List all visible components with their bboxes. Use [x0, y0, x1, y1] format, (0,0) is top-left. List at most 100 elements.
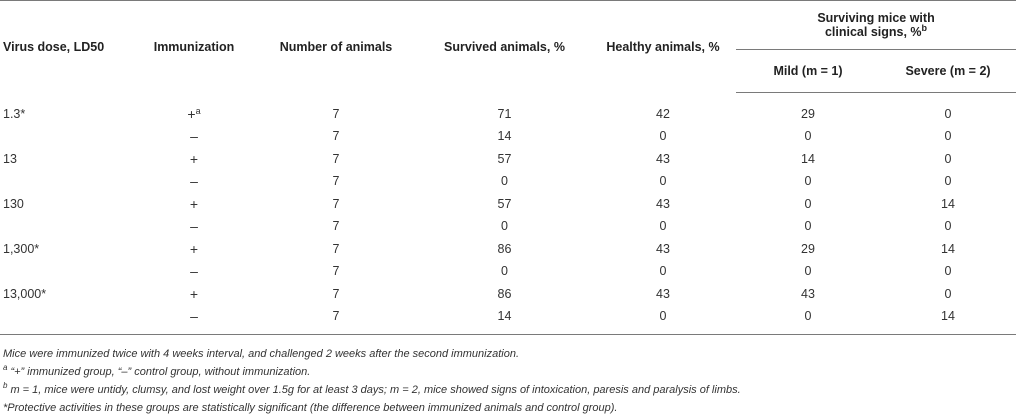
cell-healthy-value: 0	[659, 129, 667, 144]
cell-mild-value: 0	[804, 219, 812, 234]
cell-healthy: 42	[590, 93, 736, 126]
header-virus-dose: Virus dose, LD50	[0, 0, 135, 93]
cell-survived-value: 86	[497, 241, 512, 256]
table-row: – 7 0 0 0 0	[0, 260, 1016, 283]
cell-healthy-value: 0	[659, 219, 667, 234]
cell-immunization-value: +	[189, 150, 199, 167]
cell-survived: 14	[419, 305, 590, 335]
cell-severe: 0	[880, 148, 1016, 171]
cell-number-of-animals: 7	[253, 305, 419, 335]
cell-healthy-value: 43	[656, 286, 670, 301]
footnote-a-text: “+” immunized group, “–” control group, …	[10, 366, 311, 378]
cell-severe: 0	[880, 260, 1016, 283]
cell-virus-dose	[0, 215, 135, 238]
footnote-b-text: m = 1, mice were untidy, clumsy, and los…	[10, 384, 741, 396]
table-row: 13 +7 57 43 14 0	[0, 148, 1016, 171]
cell-survived-value: 57	[497, 196, 512, 211]
cell-number-of-animals: 7	[253, 193, 419, 216]
cell-survived-value: 57	[497, 151, 512, 166]
cell-survived: 86	[419, 283, 590, 306]
cell-severe-value: 0	[944, 264, 952, 279]
cell-number-of-animals: 7	[253, 283, 419, 306]
header-clinical-footnote-mark: b	[921, 22, 928, 33]
table-row: – 7 0 0 0 0	[0, 215, 1016, 238]
cell-immunization: +a	[135, 93, 253, 126]
table-body: 1.3* +a 7 71 42 29 0–7 14 0 0 0 13 +7 57 43 14 0–7 0 0 0 0 13…	[0, 93, 1016, 335]
cell-virus-dose-value: 1.3*	[3, 106, 26, 121]
cell-number-of-animals: 7	[253, 215, 419, 238]
cell-healthy: 0	[590, 260, 736, 283]
cell-number-of-animals: 7	[253, 148, 419, 171]
header-clinical-line2: clinical signs, %	[824, 25, 922, 39]
cell-immunization: +	[135, 193, 253, 216]
table-row: – 7 14 0 0 0	[0, 125, 1016, 148]
cell-immunization: +	[135, 148, 253, 171]
cell-mild: 0	[736, 215, 880, 238]
cell-immunization: –	[135, 260, 253, 283]
cell-immunization: –	[135, 170, 253, 193]
cell-severe: 0	[880, 93, 1016, 126]
cell-severe-value: 0	[944, 219, 952, 234]
header-clinical-signs: Surviving mice with clinical signs, %b	[736, 0, 1016, 50]
cell-virus-dose-value: 130	[3, 196, 24, 211]
cell-healthy-value: 42	[656, 106, 670, 121]
cell-virus-dose	[0, 260, 135, 283]
cell-severe: 14	[880, 305, 1016, 335]
header-row: Virus dose, LD50 Immunization Number of …	[0, 0, 1016, 93]
cell-virus-dose-value: 13	[3, 151, 17, 166]
cell-mild: 29	[736, 93, 880, 126]
cell-virus-dose-value: 1,300*	[3, 241, 40, 256]
cell-number-of-animals-value: 7	[332, 309, 340, 324]
cell-immunization-value: –	[190, 263, 198, 280]
cell-severe: 14	[880, 193, 1016, 216]
cell-healthy: 43	[590, 238, 736, 261]
cell-immunization-value: –	[190, 308, 198, 325]
cell-number-of-animals: 7	[253, 238, 419, 261]
table-row: 1,300* +7 86 43 29 14	[0, 238, 1016, 261]
cell-severe: 0	[880, 283, 1016, 306]
cell-number-of-animals: 7	[253, 170, 419, 193]
cell-survived-value: 0	[501, 264, 508, 279]
cell-number-of-animals-value: 7	[332, 151, 340, 166]
cell-number-of-animals-value: 7	[332, 264, 340, 279]
cell-survived: 57	[419, 148, 590, 171]
cell-virus-dose: 13,000*	[0, 283, 135, 306]
table-row: 1.3* +a 7 71 42 29 0	[0, 93, 1016, 126]
footnote-a: a “+” immunized group, “–” control group,…	[3, 363, 1013, 381]
cell-survived-value: 14	[497, 129, 512, 144]
cell-number-of-animals-value: 7	[332, 106, 340, 121]
cell-number-of-animals-value: 7	[332, 219, 340, 234]
cell-mild-value: 29	[801, 241, 815, 256]
cell-virus-dose: 1.3*	[0, 93, 135, 126]
cell-mild: 14	[736, 148, 880, 171]
cell-mild-value: 0	[804, 196, 812, 211]
cell-severe-value: 0	[944, 174, 952, 189]
cell-immunization-value: +	[189, 195, 199, 212]
cell-survived-value: 86	[497, 286, 512, 301]
cell-healthy: 0	[590, 170, 736, 193]
cell-healthy-value: 43	[656, 151, 670, 166]
footnote-b-mark: b	[3, 381, 8, 391]
cell-mild-value: 14	[801, 151, 815, 166]
table-row: – 7 0 0 0 0	[0, 170, 1016, 193]
header-immunization: Immunization	[135, 0, 253, 93]
cell-severe: 14	[880, 238, 1016, 261]
header-severe: Severe (m = 2)	[880, 49, 1016, 93]
cell-virus-dose	[0, 305, 135, 335]
cell-virus-dose	[0, 170, 135, 193]
cell-number-of-animals-value: 7	[332, 174, 340, 189]
cell-healthy-value: 0	[659, 264, 667, 279]
cell-severe-value: 0	[944, 129, 952, 144]
cell-virus-dose	[0, 125, 135, 148]
cell-healthy: 43	[590, 148, 736, 171]
cell-mild-value: 29	[801, 107, 815, 121]
footnotes: Mice were immunized twice with 4 weeks i…	[3, 345, 1013, 417]
cell-immunization-value: –	[190, 173, 198, 190]
cell-survived-value: 14	[497, 309, 512, 324]
cell-immunization: +	[135, 238, 253, 261]
cell-number-of-animals: 7	[253, 125, 419, 148]
cell-immunization-value: +	[189, 285, 199, 302]
cell-mild: 0	[736, 170, 880, 193]
cell-severe-value: 14	[941, 241, 955, 256]
